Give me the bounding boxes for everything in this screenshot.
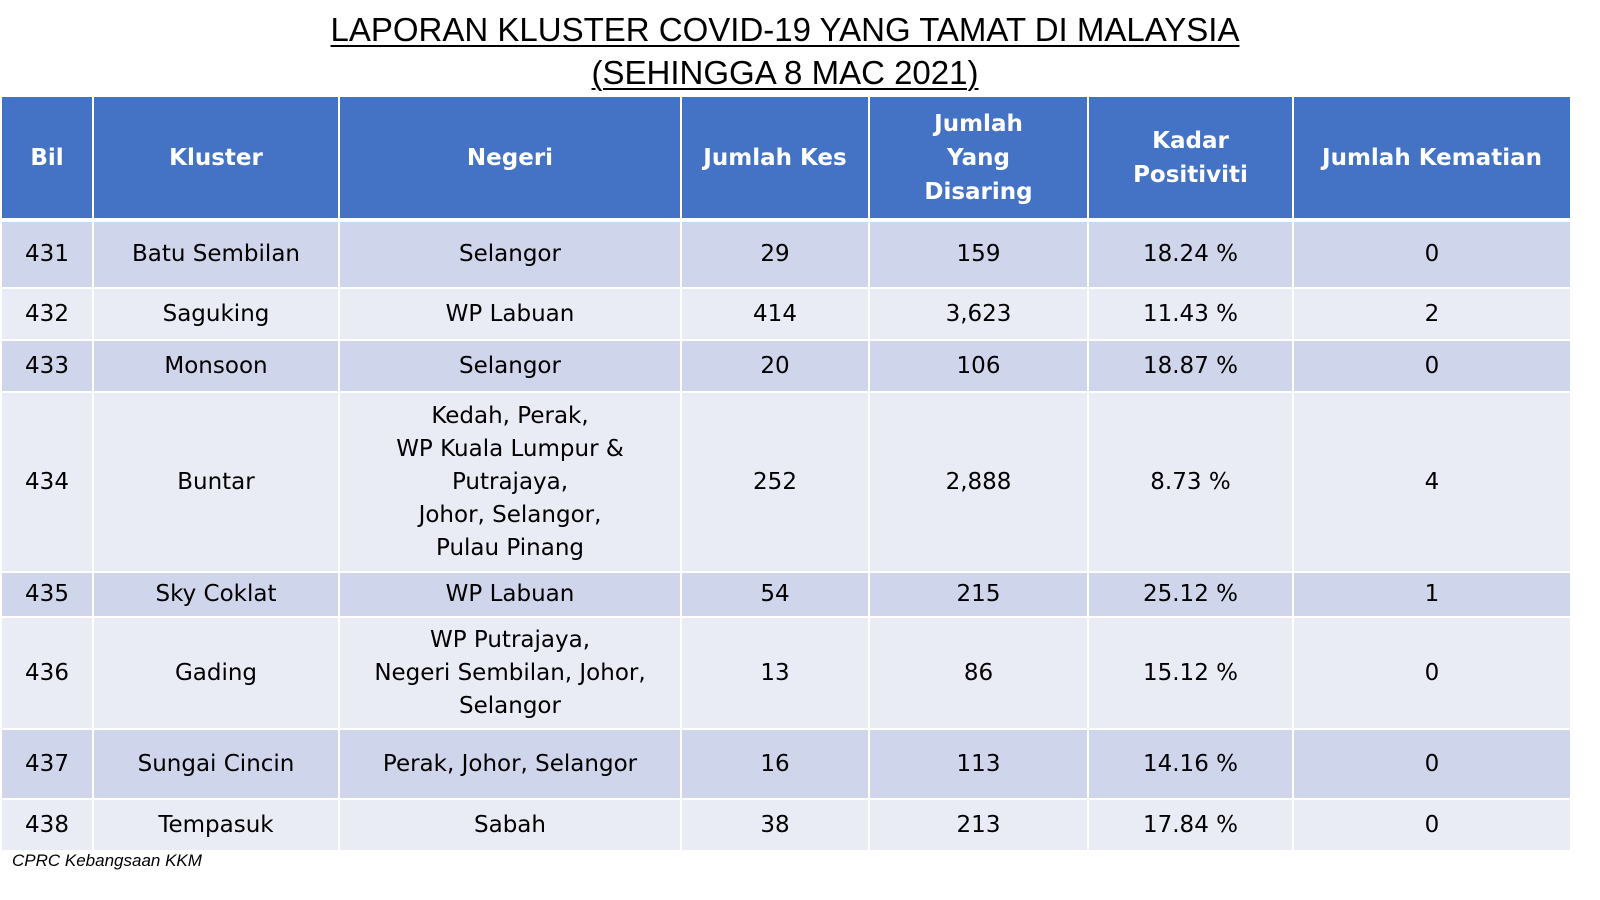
header-kluster: Kluster: [92, 95, 340, 222]
cell-bil: 435: [0, 571, 94, 618]
table-row: 438 Tempasuk Sabah 38 213 17.84 % 0: [0, 798, 1572, 852]
title-line-2: (SEHINGGA 8 MAC 2021): [591, 54, 979, 91]
table-row: 435 Sky Coklat WP Labuan 54 215 25.12 % …: [0, 571, 1572, 618]
cell-negeri: Kedah, Perak, WP Kuala Lumpur & Putrajay…: [338, 391, 682, 573]
page-title: LAPORAN KLUSTER COVID-19 YANG TAMAT DI M…: [0, 8, 1570, 94]
title-line-1: LAPORAN KLUSTER COVID-19 YANG TAMAT DI M…: [330, 11, 1240, 48]
cell-jumlah-kes: 29: [680, 219, 870, 289]
negeri-line: WP Labuan: [445, 581, 575, 607]
cell-bil: 433: [0, 339, 94, 393]
cell-negeri: Perak, Johor, Selangor: [338, 728, 682, 800]
cell-jumlah-kematian: 0: [1292, 728, 1572, 800]
cell-kluster: Saguking: [92, 287, 340, 341]
cell-kluster: Monsoon: [92, 339, 340, 393]
cluster-table: Bil Kluster Negeri Jumlah Kes Jumlah Yan…: [0, 95, 1572, 852]
cell-kadar-positiviti: 8.73 %: [1087, 391, 1294, 573]
cell-negeri: Selangor: [338, 339, 682, 393]
table-row: 431 Batu Sembilan Selangor 29 159 18.24 …: [0, 219, 1572, 289]
cell-jumlah-kematian: 0: [1292, 798, 1572, 852]
cell-jumlah-disaring: 113: [868, 728, 1089, 800]
header-jumlah-kes: Jumlah Kes: [680, 95, 870, 222]
cell-jumlah-kes: 13: [680, 616, 870, 730]
cell-jumlah-kes: 252: [680, 391, 870, 573]
negeri-line: Negeri Sembilan, Johor,: [374, 659, 646, 686]
negeri-line: WP Labuan: [445, 300, 575, 327]
table-header-row: Bil Kluster Negeri Jumlah Kes Jumlah Yan…: [0, 95, 1572, 222]
negeri-line: Selangor: [459, 692, 561, 719]
table-row: 433 Monsoon Selangor 20 106 18.87 % 0: [0, 339, 1572, 393]
negeri-line: Perak, Johor, Selangor: [382, 750, 638, 777]
cell-jumlah-kematian: 2: [1292, 287, 1572, 341]
table-row: 436 Gading WP Putrajaya, Negeri Sembilan…: [0, 616, 1572, 730]
negeri-line: Johor, Selangor,: [418, 501, 602, 528]
cell-bil: 436: [0, 616, 94, 730]
table-row: 437 Sungai Cincin Perak, Johor, Selangor…: [0, 728, 1572, 800]
cell-bil: 431: [0, 219, 94, 289]
cell-kluster: Buntar: [92, 391, 340, 573]
cell-kadar-positiviti: 18.24 %: [1087, 219, 1294, 289]
cell-kadar-positiviti: 17.84 %: [1087, 798, 1294, 852]
cell-jumlah-kematian: 0: [1292, 339, 1572, 393]
cell-kadar-positiviti: 14.16 %: [1087, 728, 1294, 800]
negeri-line: Sabah: [474, 811, 546, 838]
source-footer: CPRC Kebangsaan KKM: [12, 851, 202, 870]
cell-kadar-positiviti: 15.12 %: [1087, 616, 1294, 730]
header-bil: Bil: [0, 95, 94, 222]
header-negeri: Negeri: [338, 95, 682, 222]
cell-kadar-positiviti: 11.43 %: [1087, 287, 1294, 341]
cell-jumlah-kematian: 1: [1292, 571, 1572, 618]
cell-jumlah-disaring: 106: [868, 339, 1089, 393]
cell-bil: 437: [0, 728, 94, 800]
header-jumlah-kematian: Jumlah Kematian: [1292, 95, 1572, 222]
cell-jumlah-kes: 38: [680, 798, 870, 852]
cell-jumlah-disaring: 3,623: [868, 287, 1089, 341]
cell-bil: 432: [0, 287, 94, 341]
cell-kluster: Gading: [92, 616, 340, 730]
cell-jumlah-disaring: 86: [868, 616, 1089, 730]
cell-kadar-positiviti: 25.12 %: [1087, 571, 1294, 618]
cell-jumlah-disaring: 159: [868, 219, 1089, 289]
cell-negeri: Sabah: [338, 798, 682, 852]
cell-bil: 434: [0, 391, 94, 573]
cell-kadar-positiviti: 18.87 %: [1087, 339, 1294, 393]
cell-jumlah-kes: 54: [680, 571, 870, 618]
cell-jumlah-kes: 20: [680, 339, 870, 393]
cell-jumlah-kematian: 0: [1292, 219, 1572, 289]
header-kadar-positiviti: Kadar Positiviti: [1087, 95, 1294, 222]
cell-jumlah-disaring: 213: [868, 798, 1089, 852]
header-jumlah-disaring: Jumlah Yang Disaring: [868, 95, 1089, 222]
cell-kluster: Tempasuk: [92, 798, 340, 852]
cell-jumlah-disaring: 2,888: [868, 391, 1089, 573]
negeri-line: Kedah, Perak,: [431, 402, 589, 429]
cell-negeri: WP Labuan: [338, 287, 682, 341]
cell-jumlah-kes: 414: [680, 287, 870, 341]
cell-bil: 438: [0, 798, 94, 852]
cell-negeri: Selangor: [338, 219, 682, 289]
cell-jumlah-kes: 16: [680, 728, 870, 800]
negeri-line: WP Kuala Lumpur & Putrajaya,: [396, 435, 624, 495]
cell-negeri: WP Putrajaya, Negeri Sembilan, Johor, Se…: [338, 616, 682, 730]
cell-jumlah-kematian: 0: [1292, 616, 1572, 730]
negeri-line: Selangor: [459, 352, 561, 379]
negeri-line: WP Putrajaya,: [429, 626, 591, 653]
table-row: 432 Saguking WP Labuan 414 3,623 11.43 %…: [0, 287, 1572, 341]
cell-kluster: Sky Coklat: [92, 571, 340, 618]
negeri-line: Selangor: [459, 241, 561, 267]
cell-kluster: Batu Sembilan: [92, 219, 340, 289]
cell-jumlah-kematian: 4: [1292, 391, 1572, 573]
cell-kluster: Sungai Cincin: [92, 728, 340, 800]
cell-jumlah-disaring: 215: [868, 571, 1089, 618]
cell-negeri: WP Labuan: [338, 571, 682, 618]
table-row: 434 Buntar Kedah, Perak, WP Kuala Lumpur…: [0, 391, 1572, 573]
negeri-line: Pulau Pinang: [435, 534, 585, 561]
